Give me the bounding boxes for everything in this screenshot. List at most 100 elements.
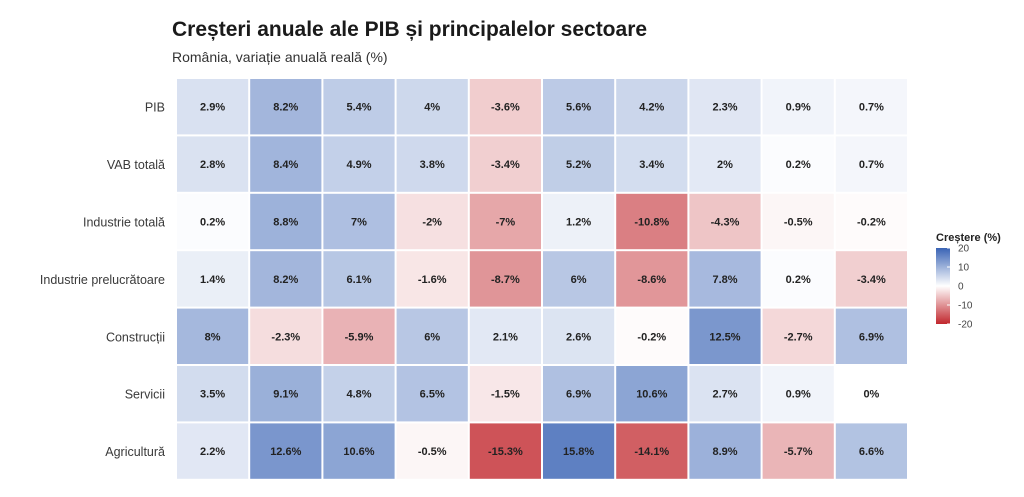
cell-value-label: 6.6%	[859, 446, 884, 458]
heatmap-cell	[616, 136, 688, 192]
heatmap-cell	[177, 251, 249, 307]
cell-value-label: 4.9%	[346, 159, 371, 171]
cell-value-label: 2.2%	[200, 446, 225, 458]
heatmap-cell	[762, 79, 834, 135]
heatmap-cell	[177, 136, 249, 192]
cell-value-label: -8.6%	[637, 274, 666, 286]
heatmap-cell	[543, 136, 615, 192]
cell-value-label: 15.8%	[563, 446, 594, 458]
heatmap-cell	[396, 308, 468, 364]
heatmap-cell	[689, 423, 761, 479]
heatmap-cell	[762, 308, 834, 364]
heatmap-cell	[689, 193, 761, 250]
cell-value-label: 6.9%	[859, 331, 884, 343]
heatmap-cell	[616, 308, 688, 364]
heatmap-cell	[543, 79, 615, 135]
heatmap-cell	[177, 193, 249, 250]
heatmap-cell	[762, 136, 834, 192]
cell-value-label: 2.7%	[712, 389, 737, 401]
heatmap-cell	[323, 251, 395, 307]
heatmap-cell	[250, 79, 322, 135]
legend-ticks: 20 10 0 -10 -20	[947, 244, 973, 331]
cell-value-label: 8.8%	[273, 217, 298, 229]
cell-value-label: 7.8%	[712, 274, 737, 286]
cell-value-label: -3.4%	[491, 159, 520, 171]
cell-value-label: 6.1%	[346, 274, 371, 286]
cell-value-label: 3.8%	[420, 159, 445, 171]
cell-value-label: -2.3%	[271, 331, 300, 343]
chart-subtitle: România, variație anuală reală (%)	[172, 49, 388, 65]
cell-value-label: 0.2%	[786, 159, 811, 171]
cell-value-label: 6%	[571, 274, 587, 286]
heatmap-cell	[689, 251, 761, 307]
cell-value-label: 10.6%	[636, 389, 667, 401]
heatmap-cell	[396, 366, 468, 422]
cell-value-label: 12.5%	[709, 331, 740, 343]
cell-value-label: -15.3%	[488, 446, 523, 458]
cell-value-label: -5.9%	[345, 331, 374, 343]
heatmap-cell	[543, 308, 615, 364]
heatmap-cell	[396, 193, 468, 250]
cell-value-label: 2.9%	[200, 102, 225, 114]
heatmap-cell	[689, 79, 761, 135]
cell-value-label: 2.3%	[712, 102, 737, 114]
heatmap-cell	[616, 79, 688, 135]
heatmap-cell	[323, 136, 395, 192]
heatmap-cell	[396, 79, 468, 135]
cell-value-label: 0.7%	[859, 102, 884, 114]
heatmap-cell	[543, 366, 615, 422]
cell-value-label: -3.6%	[491, 102, 520, 114]
cell-value-label: 4.2%	[639, 102, 664, 114]
row-label: Industrie prelucrătoare	[40, 273, 165, 287]
cell-value-label: 2.8%	[200, 159, 225, 171]
cell-value-label: 9.1%	[273, 389, 298, 401]
legend-tick-label: 20	[958, 244, 970, 255]
cell-value-label: -14.1%	[634, 446, 669, 458]
heatmap-cell	[396, 251, 468, 307]
heatmap-cell	[469, 308, 541, 364]
cell-value-label: -2%	[422, 217, 442, 229]
cell-value-label: -3.4%	[857, 274, 886, 286]
cell-value-label: 5.6%	[566, 102, 591, 114]
heatmap-cell	[835, 251, 907, 307]
cell-value-label: -0.2%	[637, 331, 666, 343]
heatmap-cell	[543, 251, 615, 307]
heatmap-cell	[177, 308, 249, 364]
row-label: Agricultură	[105, 445, 165, 459]
heatmap-cell	[469, 366, 541, 422]
cell-value-label: 6.9%	[566, 389, 591, 401]
heatmap-cell	[323, 193, 395, 250]
heatmap-cell	[616, 251, 688, 307]
cell-value-label: 0.2%	[200, 217, 225, 229]
cell-value-label: -0.5%	[418, 446, 447, 458]
cell-value-label: 6%	[424, 331, 440, 343]
heatmap-cell	[762, 366, 834, 422]
heatmap-cell	[323, 308, 395, 364]
heatmap-cell	[469, 79, 541, 135]
heatmap-cell	[835, 366, 907, 422]
heatmap-cell	[616, 366, 688, 422]
heatmap-cell	[543, 423, 615, 479]
cell-value-label: -2.7%	[784, 331, 813, 343]
cell-value-label: 0%	[863, 389, 879, 401]
cell-value-label: 2.1%	[493, 331, 518, 343]
heatmap-cell	[177, 79, 249, 135]
cell-value-label: 8.2%	[273, 102, 298, 114]
row-label: Servicii	[125, 388, 165, 402]
cell-value-label: 0.2%	[786, 274, 811, 286]
heatmap-cell	[469, 136, 541, 192]
cell-value-label: -0.2%	[857, 217, 886, 229]
heatmap-cell	[689, 308, 761, 364]
cell-value-label: 3.4%	[639, 159, 664, 171]
cell-value-label: 6.5%	[420, 389, 445, 401]
cell-value-label: 1.4%	[200, 274, 225, 286]
cell-value-label: 0.7%	[859, 159, 884, 171]
heatmap-cells: 2.9% 8.2% 5.4% 4% -3.6% 5.6% 4.2% 2.3% 0.9% 0.7% 2…	[177, 79, 907, 479]
cell-value-label: 4.8%	[346, 389, 371, 401]
cell-value-label: 8%	[205, 331, 221, 343]
heatmap-cell	[689, 366, 761, 422]
cell-value-label: -8.7%	[491, 274, 520, 286]
cell-value-label: -5.7%	[784, 446, 813, 458]
cell-value-label: 5.2%	[566, 159, 591, 171]
